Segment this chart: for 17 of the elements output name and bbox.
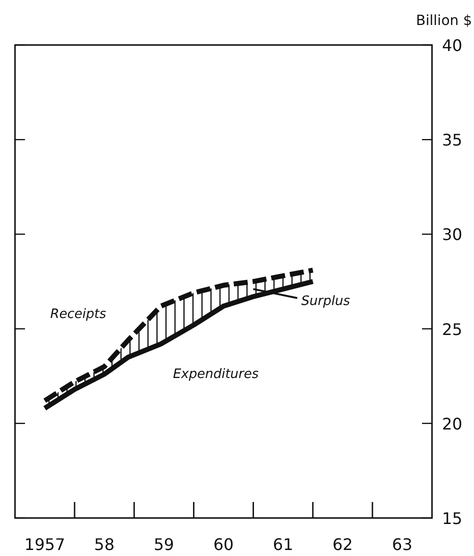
x-tick-label: 58 (94, 535, 115, 554)
x-tick-label: 60 (213, 535, 234, 554)
x-tick-label: 59 (154, 535, 174, 554)
y-tick-label: 30 (442, 225, 462, 244)
y-tick-label: 25 (442, 320, 462, 339)
x-tick-label: 63 (392, 535, 412, 554)
y-tick-label: 35 (442, 130, 462, 150)
y-axis-title: Billion $ (416, 13, 472, 29)
annotation: Surplus (301, 294, 350, 310)
x-tick-label: 1957 (24, 535, 66, 554)
y-tick-label: 40 (442, 36, 462, 55)
x-tick-label: 62 (332, 535, 353, 554)
series-label: Expenditures (172, 366, 259, 382)
y-tick-label: 15 (442, 509, 462, 528)
text: Receipts (50, 307, 106, 322)
x-tick-label: 61 (272, 535, 294, 554)
y-tick-label: 20 (442, 414, 462, 434)
